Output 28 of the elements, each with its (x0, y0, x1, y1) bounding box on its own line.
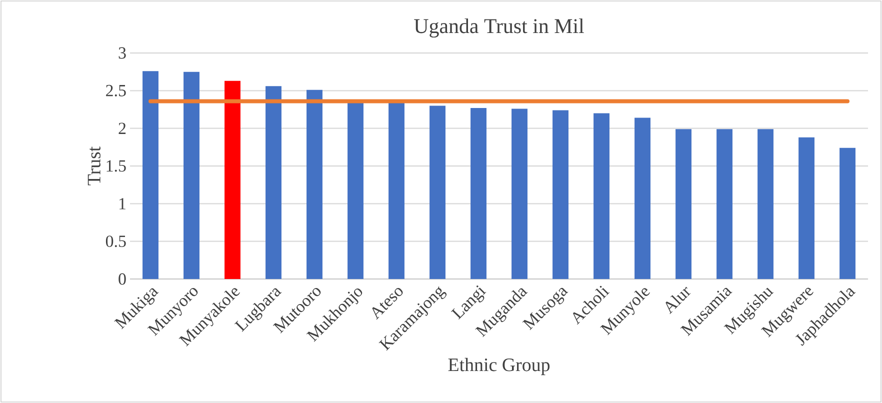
bar (594, 113, 610, 279)
bar (430, 106, 446, 279)
bar (388, 101, 404, 279)
bar (348, 101, 364, 279)
bar (676, 129, 692, 279)
y-tick-label: 1 (119, 198, 126, 210)
bar (798, 137, 814, 279)
chart-title: Uganda Trust in Mil (414, 18, 584, 38)
bar (306, 90, 322, 279)
bar (470, 108, 486, 279)
bar (266, 86, 282, 279)
bar (552, 110, 568, 279)
y-tick-label: 3 (118, 47, 126, 59)
y-tick-label: 2.5 (106, 84, 126, 96)
bar (716, 129, 732, 279)
bar (224, 80, 240, 279)
y-tick-label: 0.5 (106, 236, 126, 248)
y-tick-label: 1.5 (106, 160, 126, 172)
bar (758, 129, 774, 279)
bar (142, 71, 158, 279)
y-axis-title: Trust (88, 146, 100, 186)
y-tick-label: 0 (118, 273, 126, 285)
y-tick-label: 2 (118, 122, 126, 134)
bar (184, 72, 200, 279)
bar (512, 108, 528, 279)
x-axis-title: Ethnic Group (448, 358, 550, 376)
bar (840, 148, 856, 279)
bar (634, 118, 650, 279)
